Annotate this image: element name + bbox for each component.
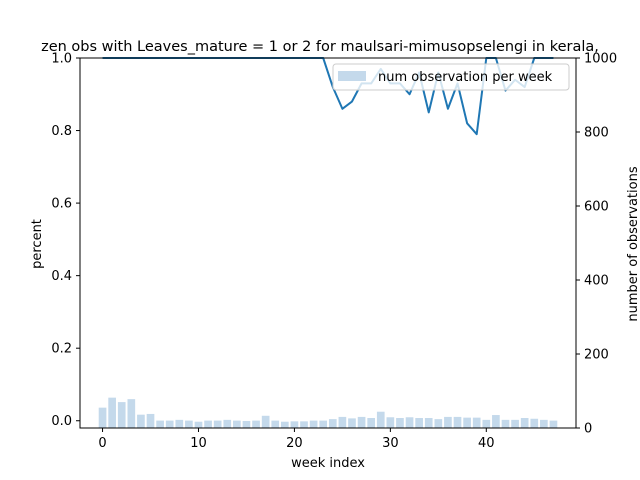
bar-week-6 xyxy=(156,420,164,428)
x-tick-label: 0 xyxy=(98,436,106,451)
x-axis-label: week index xyxy=(291,456,365,471)
bar-week-38 xyxy=(463,417,471,428)
chart-title: zen obs with Leaves_mature = 1 or 2 for … xyxy=(41,39,599,55)
bar-week-24 xyxy=(328,419,337,428)
bar-week-41 xyxy=(492,415,500,428)
y-right-tick-label: 400 xyxy=(584,274,609,289)
y-left-tick-label: 0.0 xyxy=(51,414,72,429)
y-right-tick-label: 1000 xyxy=(584,52,617,67)
legend: num observation per week xyxy=(332,63,570,91)
bar-week-20 xyxy=(290,421,299,428)
y-axis-left-label: percent xyxy=(30,219,45,269)
bar-week-28 xyxy=(367,418,376,428)
legend-label: num observation per week xyxy=(378,70,553,85)
bar-week-15 xyxy=(242,420,251,428)
bar-week-43 xyxy=(511,419,519,428)
bar-week-33 xyxy=(415,418,423,428)
y-right-tick-label: 600 xyxy=(584,200,609,215)
y-left-tick-label: 0.4 xyxy=(51,269,72,284)
bar-week-5 xyxy=(146,413,155,428)
bar-week-16 xyxy=(252,420,260,428)
bar-week-30 xyxy=(386,417,395,428)
bar-week-18 xyxy=(271,420,280,428)
y-left-tick-label: 1.0 xyxy=(51,52,72,67)
plot-area-frame xyxy=(79,57,577,429)
bar-week-35 xyxy=(434,419,443,428)
bars-layer xyxy=(98,397,558,428)
ticks-layer: 0 10 20 30 40 0.0 0.2 0.4 0.6 0.8 1.0 0 200 400 600 800… xyxy=(51,52,617,452)
bar-week-26 xyxy=(348,418,356,428)
bar-week-46 xyxy=(540,419,548,428)
bar-week-45 xyxy=(530,418,539,428)
bar-week-13 xyxy=(223,419,232,428)
bar-week-14 xyxy=(233,420,241,428)
y-right-tick-label: 800 xyxy=(584,126,609,141)
x-tick-label: 20 xyxy=(286,436,303,451)
x-tick-label: 40 xyxy=(478,436,495,451)
bar-week-3 xyxy=(127,399,136,428)
bar-week-39 xyxy=(472,417,481,428)
bar-week-44 xyxy=(520,418,529,428)
x-tick-label: 30 xyxy=(382,436,399,451)
y-left-tick-label: 0.2 xyxy=(51,342,72,357)
bar-week-2 xyxy=(117,402,126,428)
bar-week-23 xyxy=(319,420,328,428)
bar-week-42 xyxy=(501,419,510,428)
bar-week-47 xyxy=(549,420,558,428)
y-axis-right-label: number of observations xyxy=(626,166,640,321)
bar-week-17 xyxy=(261,415,270,428)
bar-week-8 xyxy=(175,419,184,428)
bar-week-22 xyxy=(309,420,318,428)
bar-week-1 xyxy=(108,397,116,428)
bar-week-11 xyxy=(204,420,212,428)
bar-week-7 xyxy=(165,420,174,428)
bar-week-25 xyxy=(338,416,347,428)
legend-box xyxy=(332,63,570,91)
bar-week-31 xyxy=(396,418,404,428)
y-right-tick-label: 0 xyxy=(584,422,592,437)
bar-week-32 xyxy=(405,417,414,428)
x-tick-label: 10 xyxy=(190,436,207,451)
bar-week-29 xyxy=(376,411,385,428)
bar-week-27 xyxy=(357,416,366,428)
bar-week-10 xyxy=(194,421,203,428)
y-left-tick-label: 0.6 xyxy=(51,197,72,212)
bar-week-37 xyxy=(453,416,462,428)
bar-week-40 xyxy=(482,419,491,428)
bar-week-0 xyxy=(98,407,107,428)
bar-week-21 xyxy=(300,421,308,428)
bar-week-9 xyxy=(185,420,193,428)
legend-swatch xyxy=(338,71,366,81)
y-right-tick-label: 200 xyxy=(584,348,609,363)
bar-week-36 xyxy=(444,416,452,428)
bar-week-34 xyxy=(424,418,433,428)
bar-week-12 xyxy=(213,420,222,428)
bar-week-4 xyxy=(137,414,145,428)
bar-week-19 xyxy=(280,421,289,428)
y-left-tick-label: 0.8 xyxy=(51,124,72,139)
